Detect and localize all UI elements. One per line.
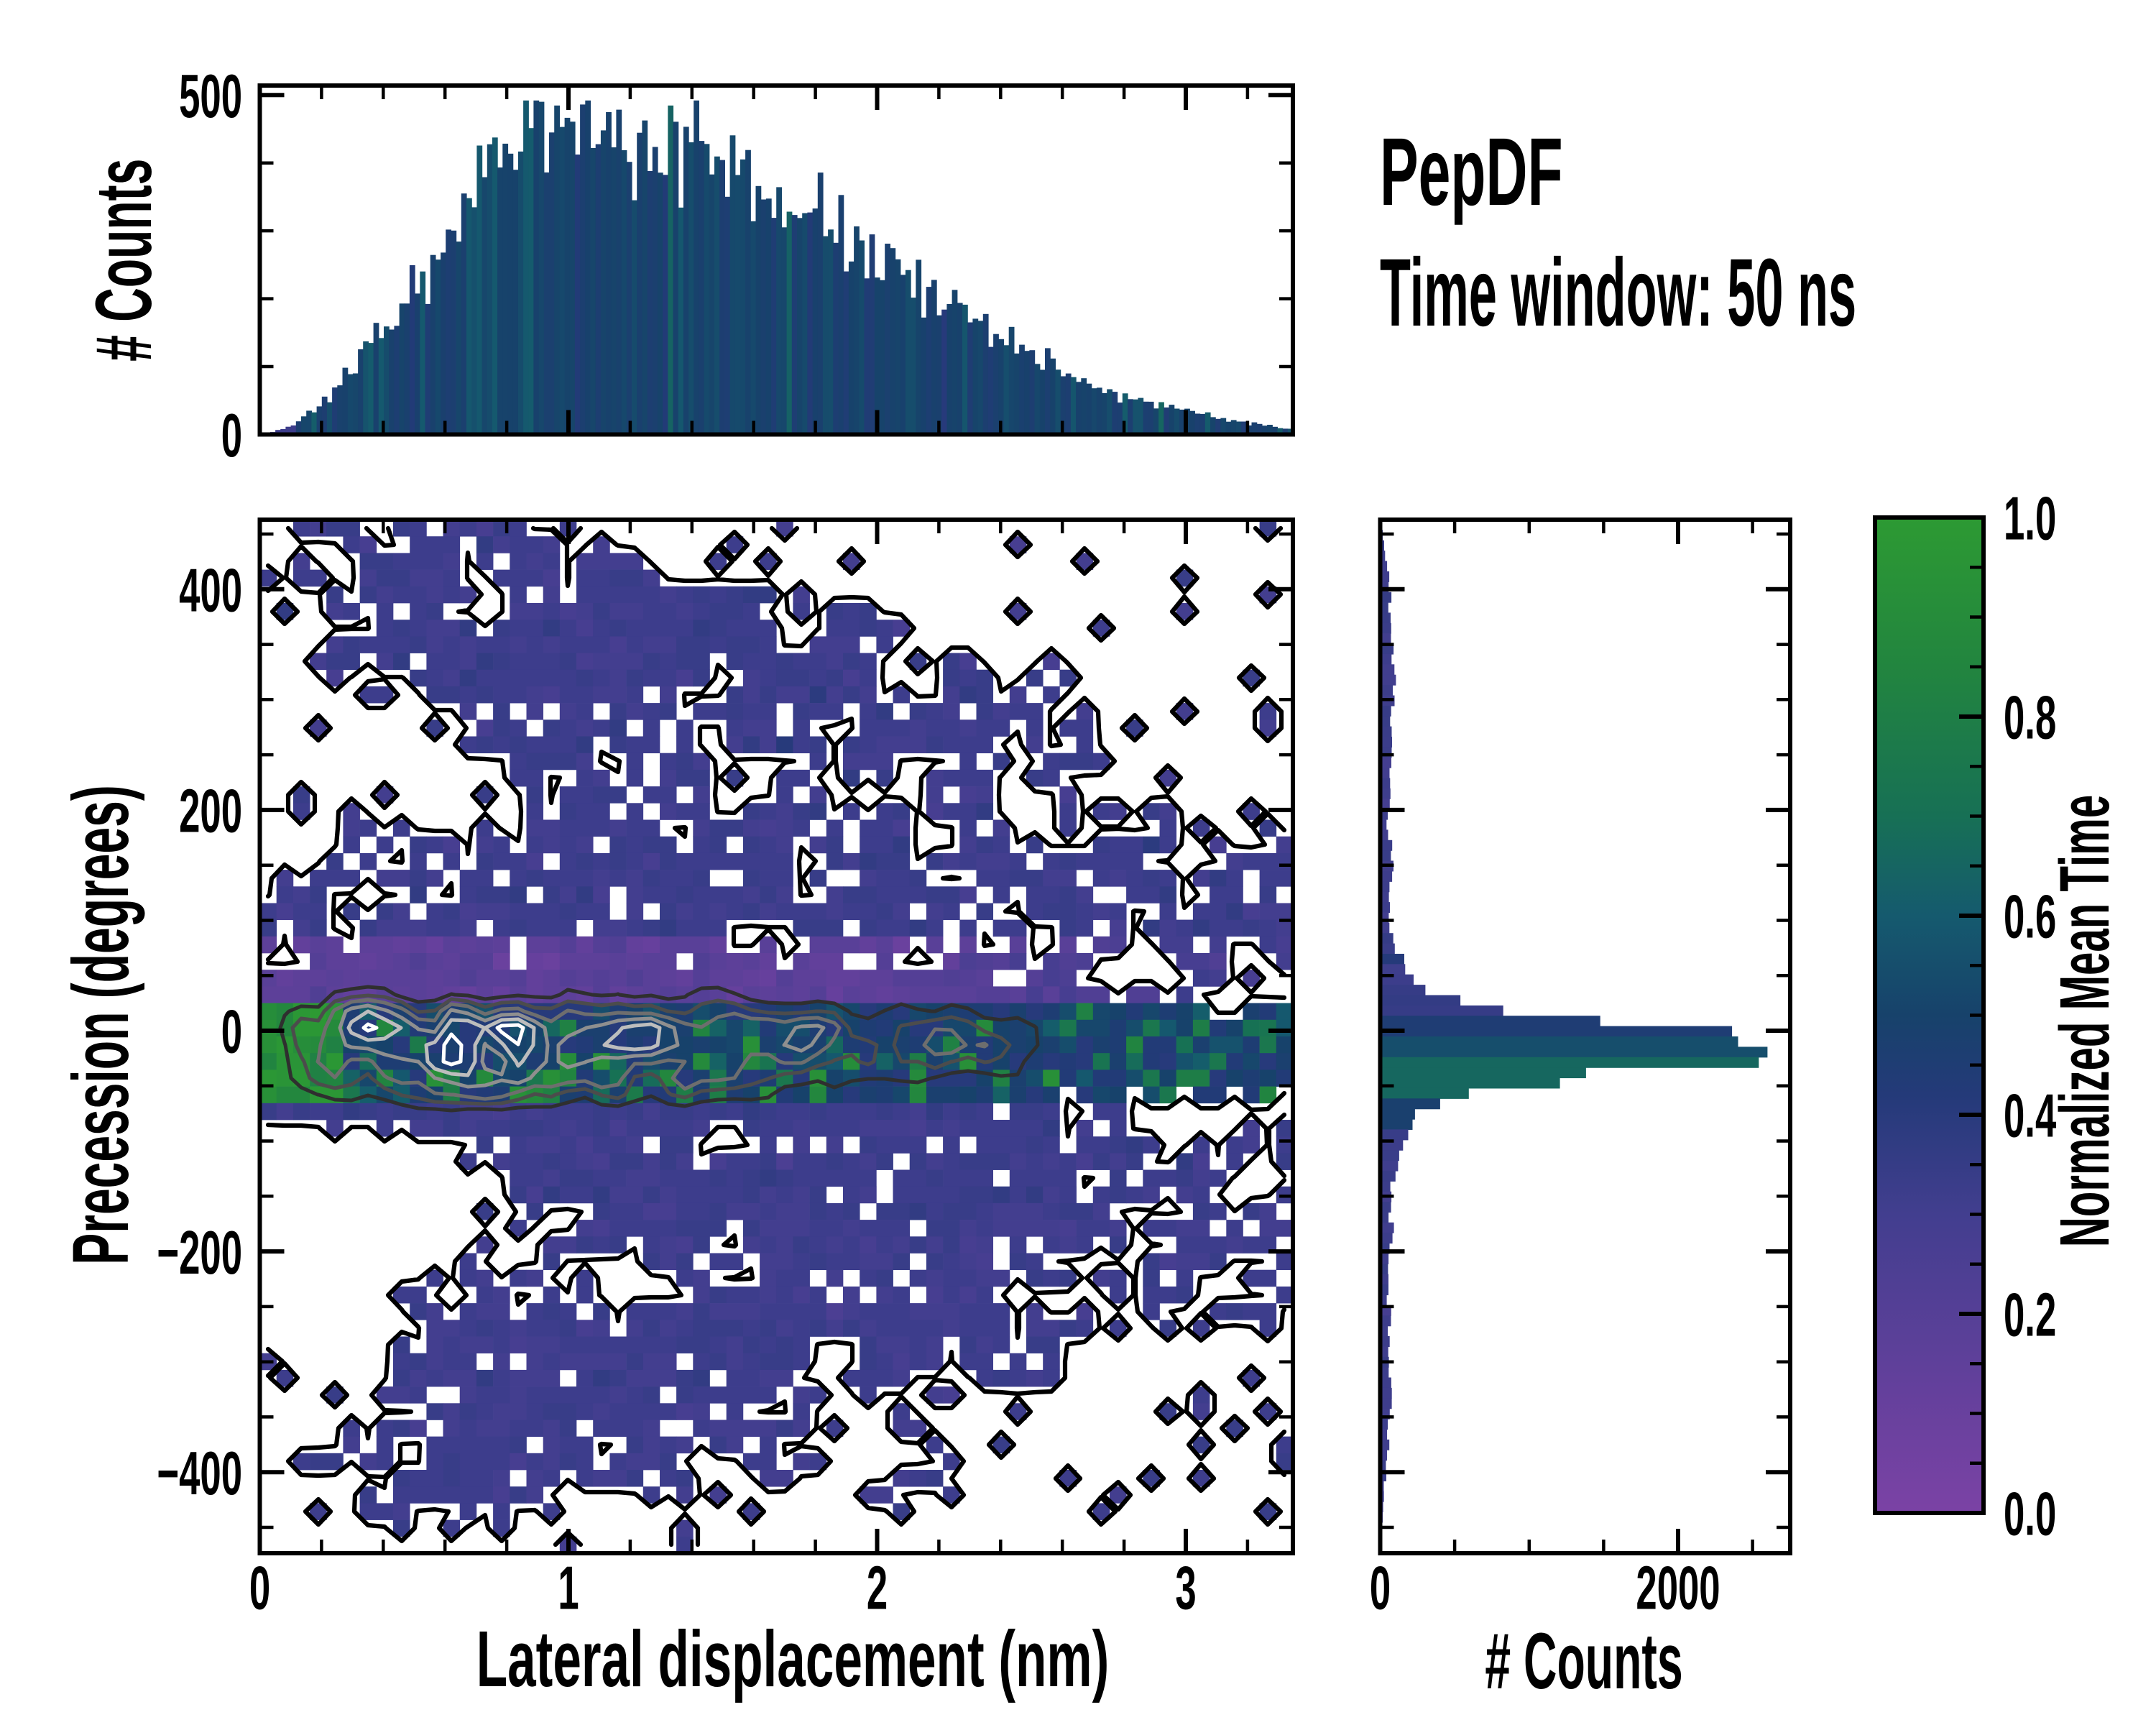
svg-text:500: 500 (179, 62, 242, 130)
svg-text:2: 2 (867, 1554, 888, 1622)
svg-text:0.8: 0.8 (2004, 684, 2056, 752)
svg-text:−200: −200 (157, 1218, 242, 1287)
svg-text:2000: 2000 (1636, 1554, 1720, 1622)
svg-text:# Counts: # Counts (1485, 1617, 1682, 1706)
svg-text:0.6: 0.6 (2004, 883, 2056, 951)
svg-text:Precession (degrees): Precession (degrees) (57, 785, 145, 1264)
svg-text:PepDF: PepDF (1380, 119, 1563, 226)
svg-text:Time window: 50 ns: Time window: 50 ns (1380, 239, 1856, 346)
svg-text:400: 400 (179, 556, 242, 625)
svg-text:0: 0 (249, 1554, 270, 1622)
svg-text:−400: −400 (157, 1439, 242, 1507)
svg-text:0: 0 (221, 401, 242, 469)
svg-text:Lateral displacement (nm): Lateral displacement (nm) (476, 1614, 1110, 1703)
svg-text:Normalized Mean Time: Normalized Mean Time (2046, 795, 2124, 1247)
svg-text:0.2: 0.2 (2004, 1281, 2056, 1349)
svg-text:# Counts: # Counts (80, 159, 168, 362)
svg-text:1: 1 (558, 1554, 579, 1622)
svg-text:0: 0 (221, 998, 242, 1066)
svg-text:0: 0 (1370, 1554, 1391, 1622)
svg-text:3: 3 (1175, 1554, 1196, 1622)
svg-text:200: 200 (179, 777, 242, 845)
svg-text:0.0: 0.0 (2004, 1480, 2056, 1548)
svg-text:0.4: 0.4 (2004, 1082, 2056, 1150)
svg-text:1.0: 1.0 (2004, 484, 2056, 553)
